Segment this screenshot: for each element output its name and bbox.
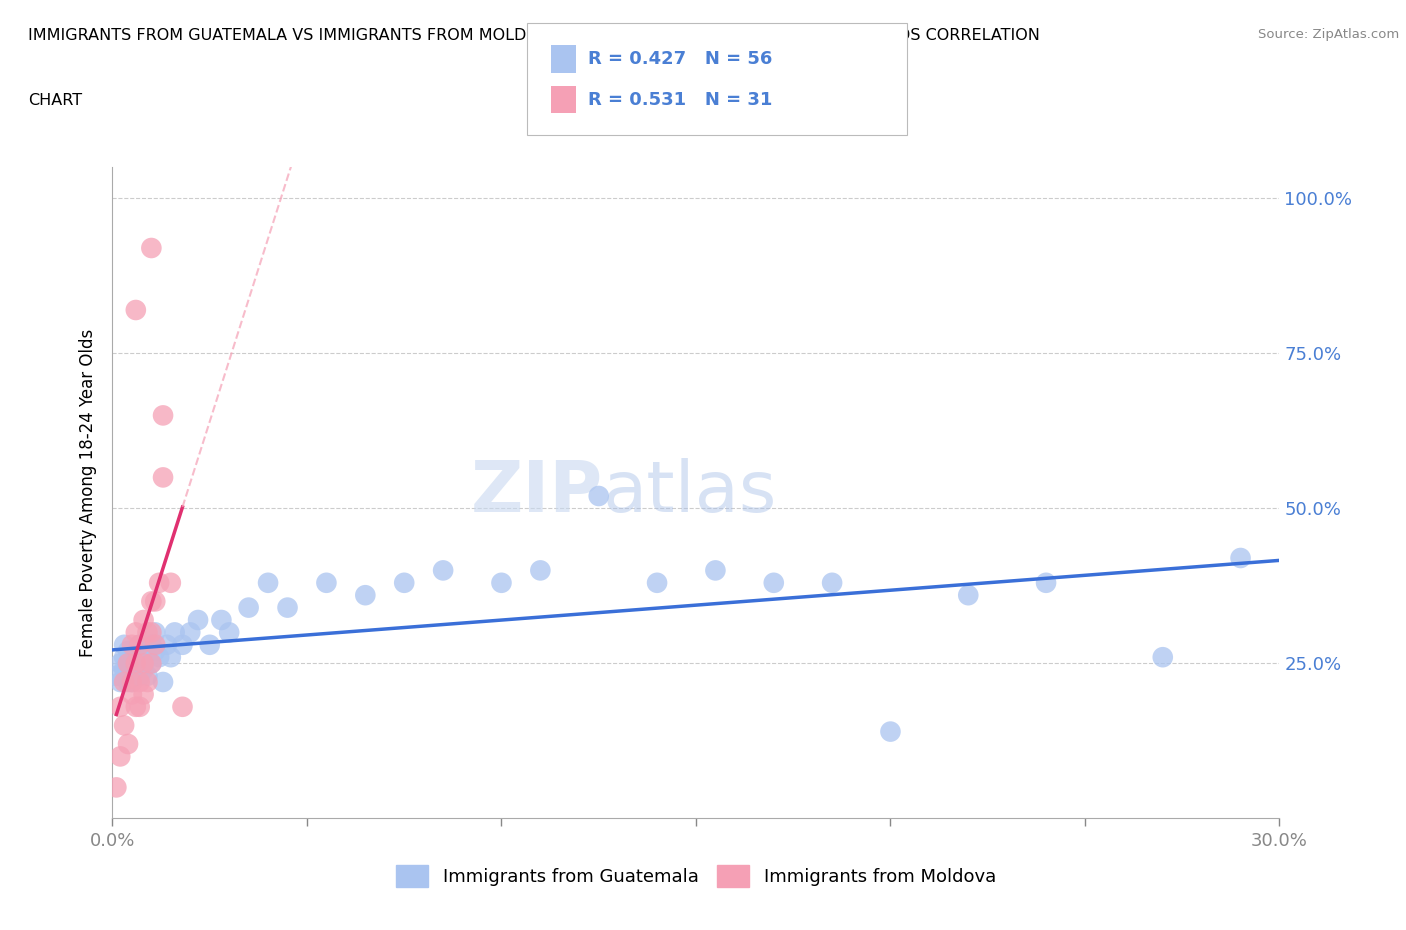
Point	[128, 669, 150, 684]
Point	[354, 588, 377, 603]
Point	[143, 594, 166, 609]
Point	[128, 699, 150, 714]
Text: IMMIGRANTS FROM GUATEMALA VS IMMIGRANTS FROM MOLDOVA FEMALE POVERTY AMONG 18-24 : IMMIGRANTS FROM GUATEMALA VS IMMIGRANTS …	[28, 28, 1040, 43]
Point	[105, 669, 128, 684]
Point	[957, 588, 980, 603]
Point	[117, 644, 139, 658]
Text: atlas: atlas	[603, 458, 778, 527]
Point	[762, 576, 785, 591]
Point	[125, 625, 148, 640]
Point	[136, 674, 159, 689]
Point	[257, 576, 280, 591]
Point	[160, 576, 183, 591]
Point	[121, 674, 143, 689]
Legend: Immigrants from Guatemala, Immigrants from Moldova: Immigrants from Guatemala, Immigrants fr…	[388, 857, 1004, 894]
Point	[143, 637, 166, 652]
Point	[198, 637, 221, 652]
Point	[132, 687, 155, 702]
Point	[432, 563, 454, 578]
Point	[136, 644, 159, 658]
Point	[141, 656, 163, 671]
Point	[218, 625, 240, 640]
Point	[141, 637, 163, 652]
Point	[136, 669, 159, 684]
Point	[128, 674, 150, 689]
Point	[141, 594, 163, 609]
Point	[128, 656, 150, 671]
Point	[132, 656, 155, 671]
Point	[172, 699, 194, 714]
Point	[187, 613, 209, 628]
Point	[238, 600, 260, 615]
Point	[1152, 650, 1174, 665]
Point	[152, 408, 174, 423]
Point	[141, 625, 163, 640]
Point	[112, 662, 135, 677]
Point	[117, 656, 139, 671]
Point	[276, 600, 298, 615]
Text: ZIP: ZIP	[471, 458, 603, 527]
Point	[315, 576, 337, 591]
Point	[125, 644, 148, 658]
Point	[179, 625, 201, 640]
Text: Source: ZipAtlas.com: Source: ZipAtlas.com	[1258, 28, 1399, 41]
Point	[645, 576, 668, 591]
Point	[136, 625, 159, 640]
Point	[112, 674, 135, 689]
Point	[121, 650, 143, 665]
Point	[121, 656, 143, 671]
Point	[132, 650, 155, 665]
Point	[160, 650, 183, 665]
Point	[117, 674, 139, 689]
Point	[156, 637, 179, 652]
Point	[128, 637, 150, 652]
Point	[172, 637, 194, 652]
Point	[112, 650, 135, 665]
Point	[143, 644, 166, 658]
Point	[110, 656, 132, 671]
Point	[1229, 551, 1251, 565]
Point	[529, 563, 551, 578]
Point	[588, 488, 610, 503]
Text: R = 0.427   N = 56: R = 0.427 N = 56	[588, 49, 772, 68]
Point	[143, 625, 166, 640]
Point	[491, 576, 513, 591]
Point	[152, 470, 174, 485]
Point	[125, 662, 148, 677]
Point	[128, 637, 150, 652]
Point	[121, 637, 143, 652]
Point	[125, 699, 148, 714]
Point	[141, 241, 163, 256]
Y-axis label: Female Poverty Among 18-24 Year Olds: Female Poverty Among 18-24 Year Olds	[79, 329, 97, 657]
Point	[152, 674, 174, 689]
Point	[112, 718, 135, 733]
Text: CHART: CHART	[28, 93, 82, 108]
Point	[148, 576, 170, 591]
Point	[394, 576, 416, 591]
Point	[132, 662, 155, 677]
Point	[112, 637, 135, 652]
Point	[121, 669, 143, 684]
Point	[110, 749, 132, 764]
Point	[110, 699, 132, 714]
Point	[125, 656, 148, 671]
Text: R = 0.531   N = 31: R = 0.531 N = 31	[588, 90, 772, 109]
Point	[117, 737, 139, 751]
Point	[148, 650, 170, 665]
Point	[879, 724, 901, 739]
Point	[821, 576, 844, 591]
Point	[163, 625, 186, 640]
Point	[141, 656, 163, 671]
Point	[105, 780, 128, 795]
Point	[209, 613, 232, 628]
Point	[704, 563, 727, 578]
Point	[132, 613, 155, 628]
Point	[121, 674, 143, 689]
Point	[110, 674, 132, 689]
Point	[121, 687, 143, 702]
Point	[117, 656, 139, 671]
Point	[125, 302, 148, 317]
Point	[1035, 576, 1057, 591]
